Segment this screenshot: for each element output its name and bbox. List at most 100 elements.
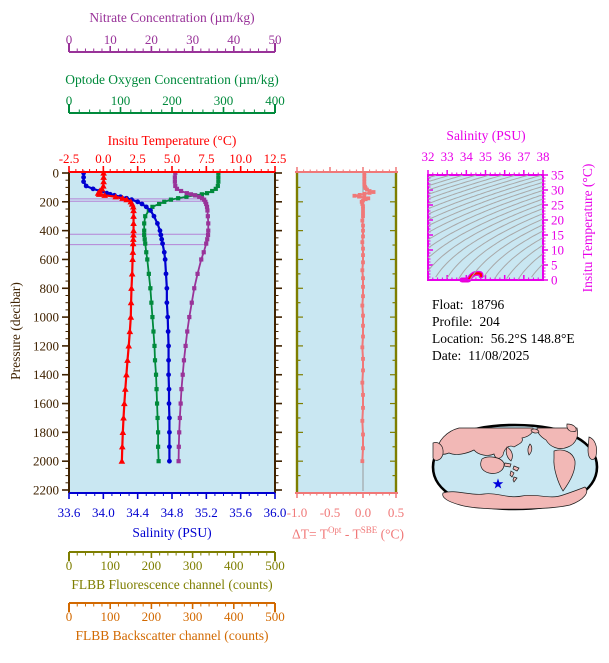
svg-text:12.5: 12.5 bbox=[264, 151, 287, 166]
svg-text:1800: 1800 bbox=[33, 425, 59, 440]
profile-plot-frame: 0 200 400 600 800 1000 1200 1400 1600 1800 2000 220… bbox=[33, 151, 286, 520]
svg-text:35: 35 bbox=[479, 149, 492, 164]
svg-text:400: 400 bbox=[224, 558, 244, 573]
ts-salinity-axis-title: Salinity (PSU) bbox=[446, 127, 526, 143]
info-label: Profile: bbox=[432, 314, 473, 329]
svg-text:500: 500 bbox=[265, 609, 285, 624]
svg-text:0: 0 bbox=[66, 32, 73, 47]
svg-text:200: 200 bbox=[40, 194, 60, 209]
svg-text:400: 400 bbox=[224, 609, 244, 624]
svg-text:33.6: 33.6 bbox=[58, 505, 81, 520]
svg-text:2200: 2200 bbox=[33, 483, 59, 498]
svg-text:7.5: 7.5 bbox=[198, 151, 214, 166]
oxygen-axis: 0 100 200 300 400 bbox=[66, 93, 285, 114]
svg-text:100: 100 bbox=[100, 558, 120, 573]
svg-text:37: 37 bbox=[517, 149, 531, 164]
oxygen-axis-title: Optode Oxygen Concentration (µm/kg) bbox=[65, 71, 279, 87]
nitrate-axis: 0 10 20 30 40 50 bbox=[66, 32, 282, 53]
svg-text:5.0: 5.0 bbox=[164, 151, 180, 166]
salinity-axis-title: Salinity (PSU) bbox=[132, 524, 212, 540]
float-location-star bbox=[492, 478, 504, 489]
svg-text:35: 35 bbox=[551, 168, 564, 183]
svg-text:20: 20 bbox=[145, 32, 158, 47]
info-row: Date: 11/08/2025 bbox=[432, 347, 575, 364]
svg-text:1400: 1400 bbox=[33, 367, 59, 382]
svg-text:10: 10 bbox=[104, 32, 117, 47]
delta-t-axis-label: ΔT= TOpt - TSBE (°C) bbox=[292, 525, 404, 542]
backscatter-axis: 0 100 200 300 400 500 bbox=[66, 602, 285, 624]
svg-text:0.5: 0.5 bbox=[388, 505, 404, 520]
svg-text:0.0: 0.0 bbox=[355, 505, 371, 520]
svg-text:34.4: 34.4 bbox=[126, 505, 149, 520]
svg-text:0.0: 0.0 bbox=[95, 151, 111, 166]
info-value: 56.2°S 148.8°E bbox=[490, 331, 575, 346]
svg-text:300: 300 bbox=[183, 558, 203, 573]
svg-text:40: 40 bbox=[227, 32, 240, 47]
svg-text:25: 25 bbox=[551, 198, 564, 213]
svg-text:200: 200 bbox=[142, 558, 162, 573]
backscatter-axis-title: FLBB Backscatter channel (counts) bbox=[75, 627, 269, 643]
svg-text:100: 100 bbox=[111, 93, 131, 108]
svg-text:36.0: 36.0 bbox=[264, 505, 287, 520]
ts-temperature-axis-title: Insitu Temperature (°C) bbox=[579, 163, 595, 293]
temperature-axis-title: Insitu Temperature (°C) bbox=[107, 132, 237, 148]
svg-text:-0.5: -0.5 bbox=[320, 505, 341, 520]
svg-text:5: 5 bbox=[551, 258, 558, 273]
svg-text:600: 600 bbox=[40, 252, 60, 267]
svg-text:36: 36 bbox=[498, 149, 512, 164]
svg-text:20: 20 bbox=[551, 213, 564, 228]
svg-text:35.6: 35.6 bbox=[229, 505, 252, 520]
svg-text:50: 50 bbox=[269, 32, 282, 47]
profile-plot-panel bbox=[69, 172, 275, 493]
svg-text:2.5: 2.5 bbox=[130, 151, 146, 166]
svg-text:35.2: 35.2 bbox=[195, 505, 218, 520]
svg-text:34: 34 bbox=[460, 149, 474, 164]
svg-text:33: 33 bbox=[441, 149, 454, 164]
svg-text:1200: 1200 bbox=[33, 338, 59, 353]
svg-text:-1.0: -1.0 bbox=[287, 505, 308, 520]
density-contours bbox=[427, 174, 544, 280]
svg-text:0: 0 bbox=[53, 166, 60, 181]
svg-text:300: 300 bbox=[214, 93, 234, 108]
svg-text:800: 800 bbox=[40, 281, 60, 296]
svg-text:-2.5: -2.5 bbox=[59, 151, 80, 166]
info-row: Profile: 204 bbox=[432, 313, 575, 330]
svg-text:34.0: 34.0 bbox=[92, 505, 115, 520]
fluorescence-axis-title: FLBB Fluorescence channel (counts) bbox=[71, 576, 273, 592]
info-label: Location: bbox=[432, 331, 484, 346]
salinity-series bbox=[81, 170, 172, 464]
svg-text:0: 0 bbox=[66, 558, 73, 573]
svg-text:200: 200 bbox=[162, 93, 182, 108]
pressure-axis-title: Pressure (decibar) bbox=[7, 282, 23, 380]
svg-text:200: 200 bbox=[142, 609, 162, 624]
info-row: Float: 18796 bbox=[432, 296, 575, 313]
info-row: Location: 56.2°S 148.8°E bbox=[432, 330, 575, 347]
svg-text:1600: 1600 bbox=[33, 396, 59, 411]
svg-text:10.0: 10.0 bbox=[229, 151, 252, 166]
svg-text:38: 38 bbox=[537, 149, 550, 164]
svg-text:15: 15 bbox=[551, 228, 564, 243]
info-value: 18796 bbox=[470, 297, 505, 312]
svg-text:0: 0 bbox=[66, 609, 73, 624]
svg-text:0: 0 bbox=[66, 93, 73, 108]
svg-text:400: 400 bbox=[40, 223, 60, 238]
temperature-series bbox=[94, 169, 137, 464]
svg-text:32: 32 bbox=[422, 149, 435, 164]
delta-t-panel: -1.0 -0.5 0.0 0.5 bbox=[287, 167, 404, 520]
info-value: 11/08/2025 bbox=[468, 348, 530, 363]
fluorescence-axis: 0 100 200 300 400 500 bbox=[66, 551, 285, 573]
info-value: 204 bbox=[479, 314, 500, 329]
info-label: Date: bbox=[432, 348, 462, 363]
svg-text:300: 300 bbox=[183, 609, 203, 624]
svg-text:34.8: 34.8 bbox=[161, 505, 184, 520]
svg-text:2000: 2000 bbox=[33, 454, 59, 469]
svg-text:30: 30 bbox=[551, 183, 564, 198]
svg-text:400: 400 bbox=[265, 93, 285, 108]
svg-text:500: 500 bbox=[265, 558, 285, 573]
oxygen-series bbox=[142, 170, 221, 464]
svg-text:0: 0 bbox=[551, 273, 558, 288]
info-label: Float: bbox=[432, 297, 464, 312]
nitrate-axis-title: Nitrate Concentration (µm/kg) bbox=[89, 9, 255, 25]
